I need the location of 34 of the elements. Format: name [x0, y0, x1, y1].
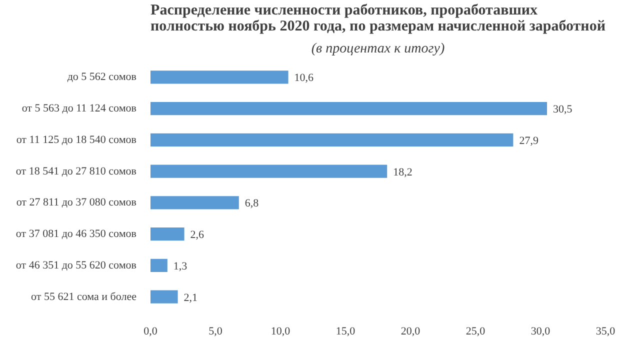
y-tick-label: от 37 081 до 46 350 сомов [16, 228, 137, 240]
bar [150, 164, 388, 178]
y-tick-label: от 5 563 до 11 124 сомов [22, 102, 137, 115]
data-label: 18,2 [393, 166, 412, 178]
data-label: 27,9 [519, 134, 539, 147]
x-tick-label: 20,0 [400, 326, 421, 338]
y-tick-label: от 18 541 до 27 810 сомов [16, 165, 137, 178]
y-tick-label: от 27 811 до 37 080 сомов [16, 196, 137, 209]
x-tick-label: 25,0 [466, 326, 486, 338]
x-tick-label: 15,0 [336, 326, 356, 338]
bar [150, 227, 184, 241]
bar [150, 102, 547, 116]
data-label: 2,1 [184, 292, 198, 304]
bar [150, 196, 239, 210]
x-tick-label: 5,0 [208, 326, 223, 338]
y-tick-label: от 46 351 до 55 620 сомов [16, 259, 137, 272]
data-label: 1,3 [173, 260, 188, 272]
data-label: 30,5 [553, 104, 573, 116]
bar [150, 133, 514, 147]
x-tick-label: 10,0 [270, 326, 291, 338]
y-tick-label: до 5 562 сомов [67, 71, 137, 84]
chart-title: Распределение численности работников, проработавших полностью ноябрь 2020 года, по размерам начисленной заработной [150, 2, 606, 34]
bar [150, 258, 168, 272]
y-tick-label: от 55 621 сома и более [31, 290, 137, 303]
y-tick-label: от 11 125 до 18 540 сомов [16, 134, 137, 146]
data-label: 6,8 [244, 198, 260, 210]
data-label: 2,6 [190, 229, 205, 242]
bar [150, 290, 178, 304]
chart-subtitle: (в процентах к итогу) [311, 42, 445, 56]
bar [150, 70, 288, 84]
x-tick-label: 0,0 [144, 326, 158, 338]
data-label: 10,6 [294, 72, 314, 84]
x-tick-label: 35,0 [596, 326, 616, 338]
x-tick-label: 30,0 [530, 326, 551, 338]
